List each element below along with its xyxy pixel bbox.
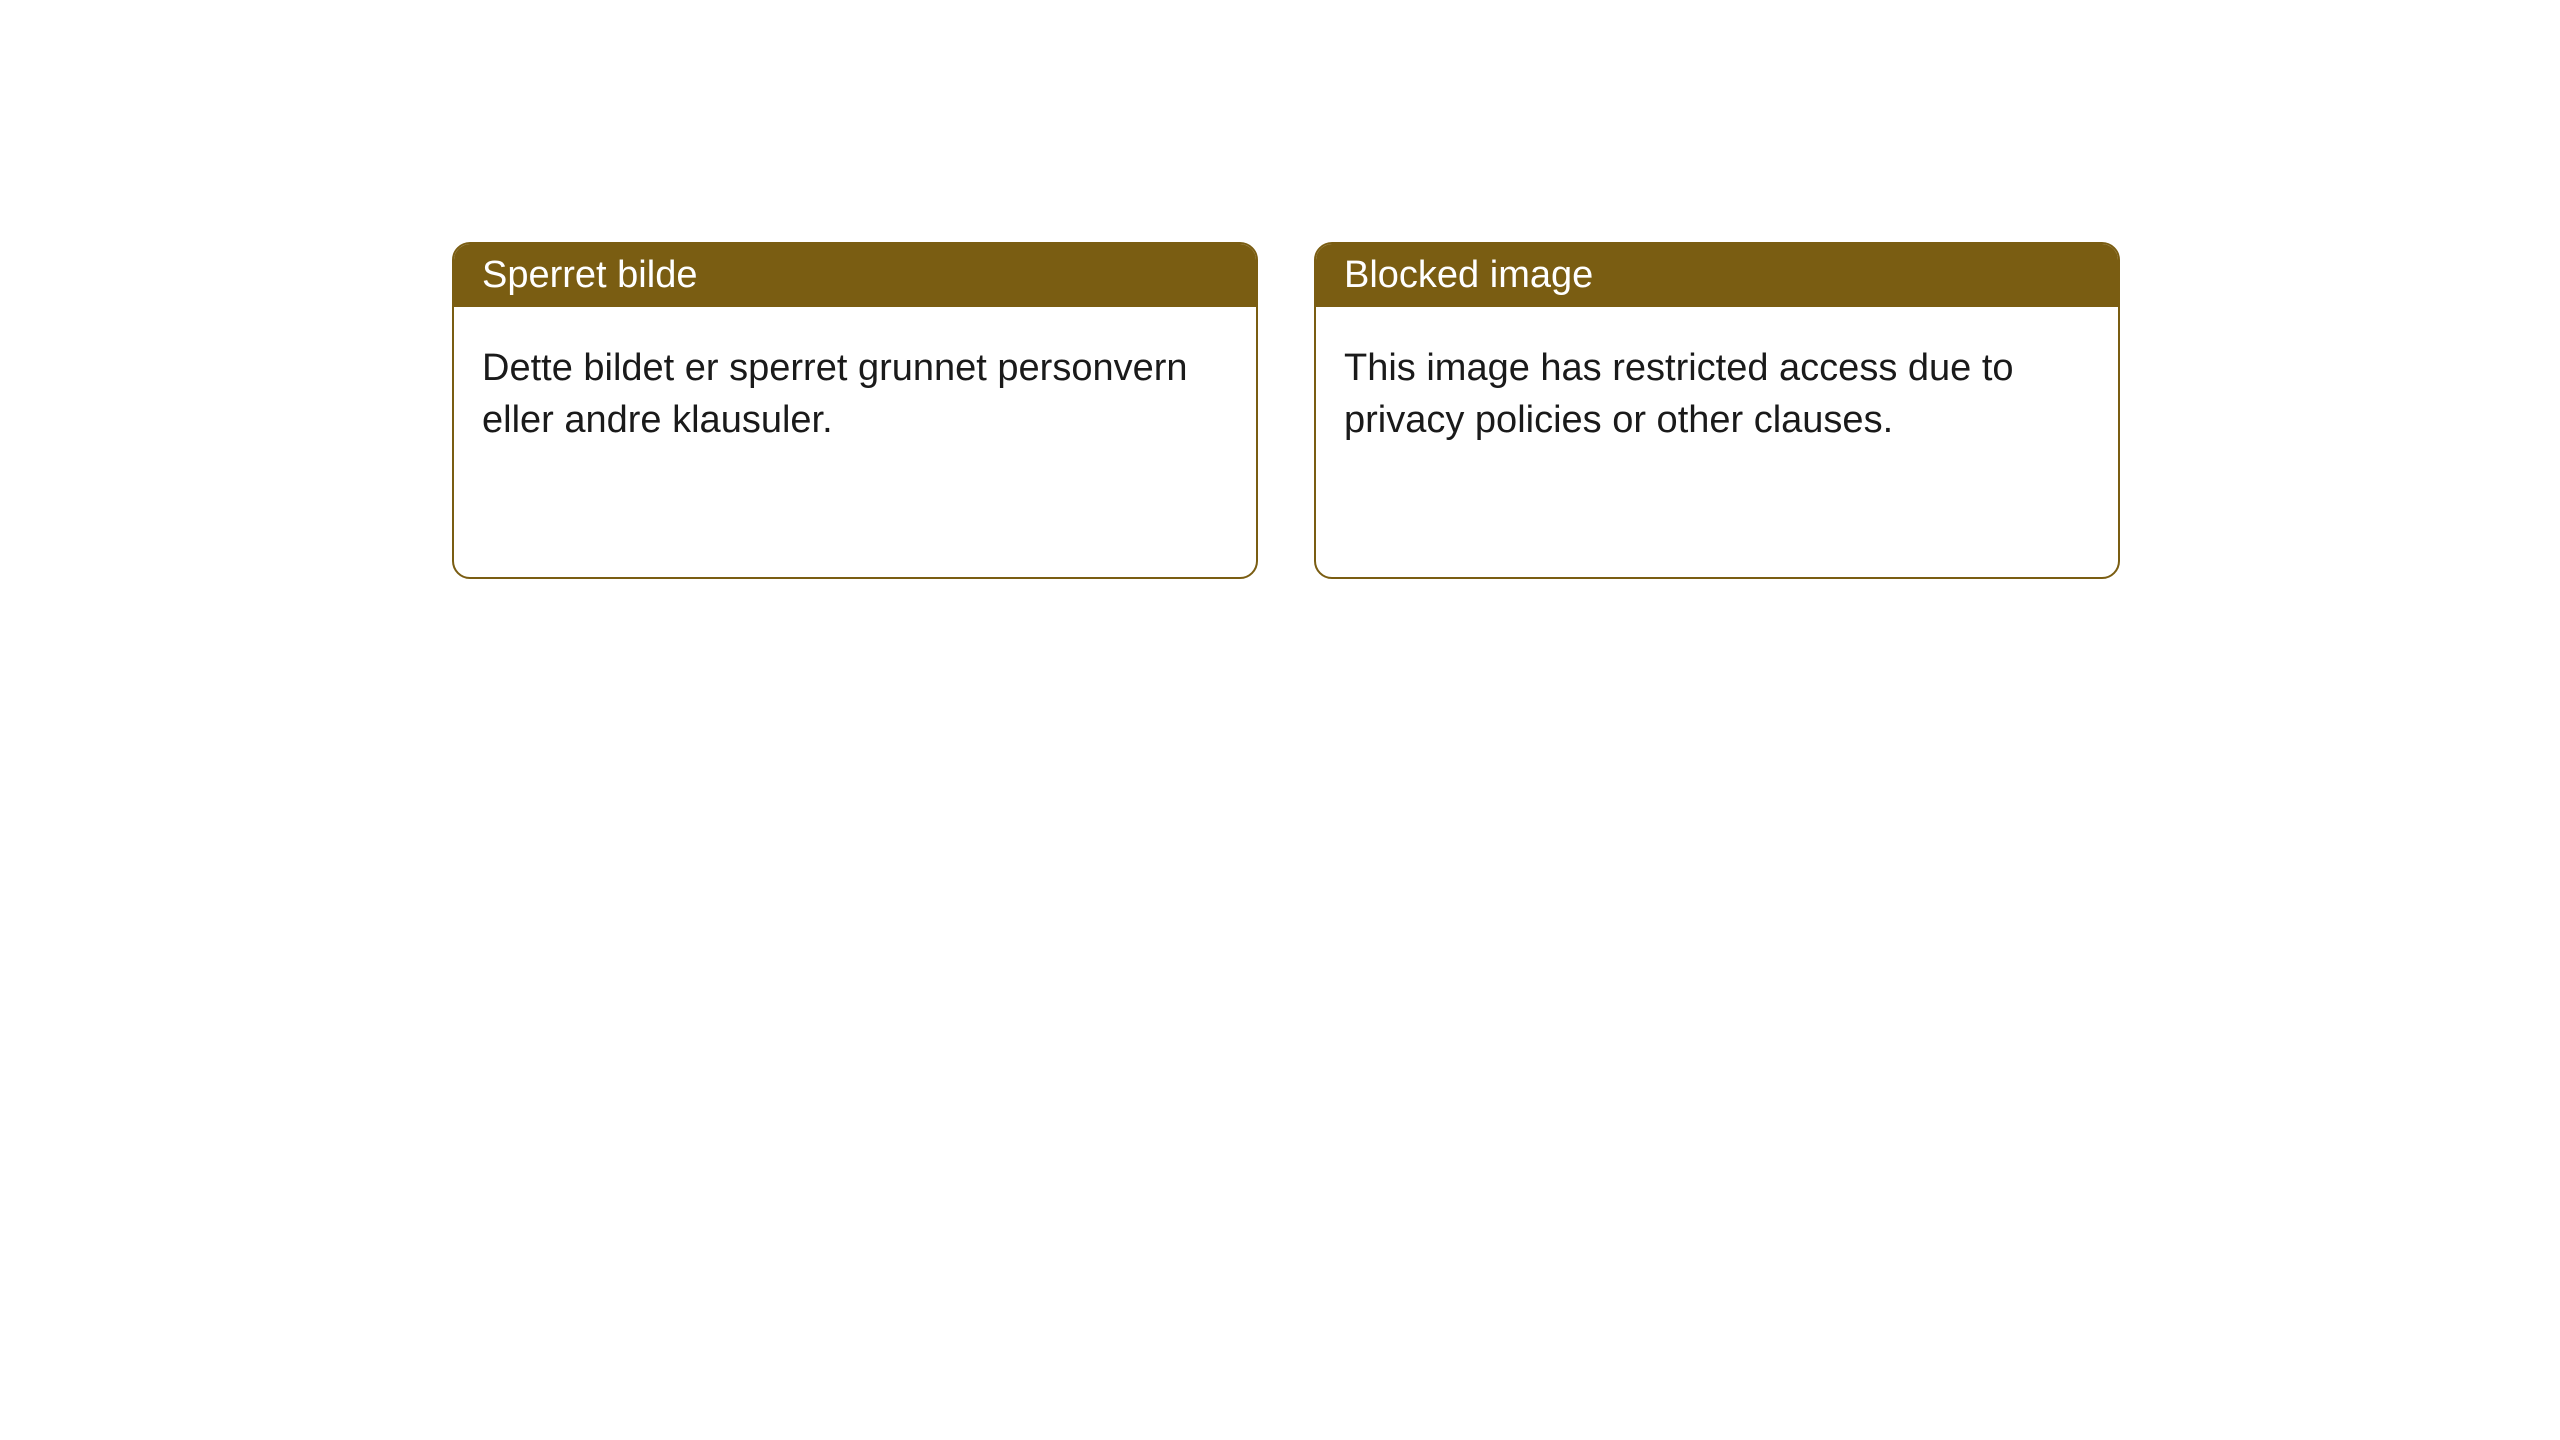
card-english-body: This image has restricted access due to … <box>1316 307 2118 577</box>
card-norwegian-header: Sperret bilde <box>454 244 1256 307</box>
card-english-header: Blocked image <box>1316 244 2118 307</box>
card-english-body-text: This image has restricted access due to … <box>1344 347 2014 441</box>
card-norwegian-body: Dette bildet er sperret grunnet personve… <box>454 307 1256 577</box>
card-norwegian-title: Sperret bilde <box>482 254 697 296</box>
cards-container: Sperret bilde Dette bildet er sperret gr… <box>0 0 2560 579</box>
card-norwegian: Sperret bilde Dette bildet er sperret gr… <box>452 242 1258 579</box>
card-norwegian-body-text: Dette bildet er sperret grunnet personve… <box>482 347 1188 441</box>
card-english: Blocked image This image has restricted … <box>1314 242 2120 579</box>
card-english-title: Blocked image <box>1344 254 1593 296</box>
